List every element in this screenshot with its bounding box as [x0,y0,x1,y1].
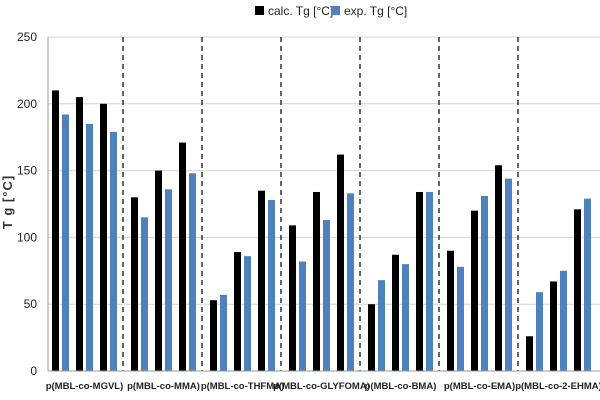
bar-calc [155,170,162,371]
bar-calc [447,250,454,371]
bar-exp [457,266,464,371]
y-tick-label: 100 [17,230,37,244]
group-separators [122,37,519,371]
bar-calc [234,252,241,371]
bar-calc [574,209,581,371]
bar-exp [402,264,409,371]
bar-calc [471,210,478,371]
bar-exp [536,292,543,371]
bar-calc [100,103,107,372]
legend-swatch-calc [255,6,264,15]
bar-calc [52,90,59,371]
bar-exp [268,199,275,371]
y-tick-labels: 0 50 100 150 200 250 [17,30,37,378]
y-tick-label: 200 [17,97,37,111]
legend-swatch-exp [331,6,340,15]
bar-exp [505,178,512,371]
bar-calc [392,254,399,371]
bar-exp [584,198,591,371]
legend: calc. Tg [°C] exp. Tg [°C] [255,4,407,18]
bar-exp [323,220,330,371]
y-tick-label: 0 [30,364,37,378]
bar-exp [86,123,93,371]
y-tick-label: 250 [17,30,37,44]
bar-exp [426,191,433,371]
bar-calc [131,197,138,371]
bar-exp [244,256,251,371]
bar-calc [258,190,265,371]
legend-label-exp: exp. Tg [°C] [344,4,407,18]
bar-calc [495,165,502,371]
bar-exp [165,189,172,371]
category-label: p(MBL-co-GLYFOMA) [273,381,370,392]
bar-exp [189,173,196,371]
bar-calc [337,154,344,371]
category-label: p(MBL-co-EMA) [444,381,515,392]
bar-calc [526,336,533,371]
bar-calc [210,300,217,371]
bar-exp [62,114,69,371]
bar-exp [481,195,488,371]
bar-exp [220,294,227,371]
bar-calc [550,281,557,371]
bar-calc [313,191,320,371]
category-label: p(MBL-co-2-EHMA) [515,381,600,392]
category-labels: p(MBL-co-MGVL) p(MBL-co-MMA) p(MBL-co-THFM… [46,381,600,392]
category-label: p(MBL-co-MMA) [127,381,200,392]
y-tick-label: 150 [17,164,37,178]
bar-calc [179,142,186,371]
legend-label-calc: calc. Tg [°C] [268,4,333,18]
bar-exp [378,280,385,371]
bar-calc [289,225,296,371]
bar-calc [416,191,423,371]
bar-exp [299,261,306,371]
bar-exp [560,270,567,371]
bar-exp [141,217,148,371]
bar-calc [76,97,83,372]
y-tick-label: 50 [24,297,38,311]
bar-calc [368,304,375,371]
bar-exp [110,131,117,371]
bar-exp [347,193,354,371]
category-label: p(MBL-co-MGVL) [46,381,124,392]
category-label: p(MBL-co-BMA) [365,381,437,392]
y-axis-title: T g [°C] [0,175,15,229]
category-label: p(MBL-co-THFMA) [201,381,284,392]
bars [52,90,591,372]
